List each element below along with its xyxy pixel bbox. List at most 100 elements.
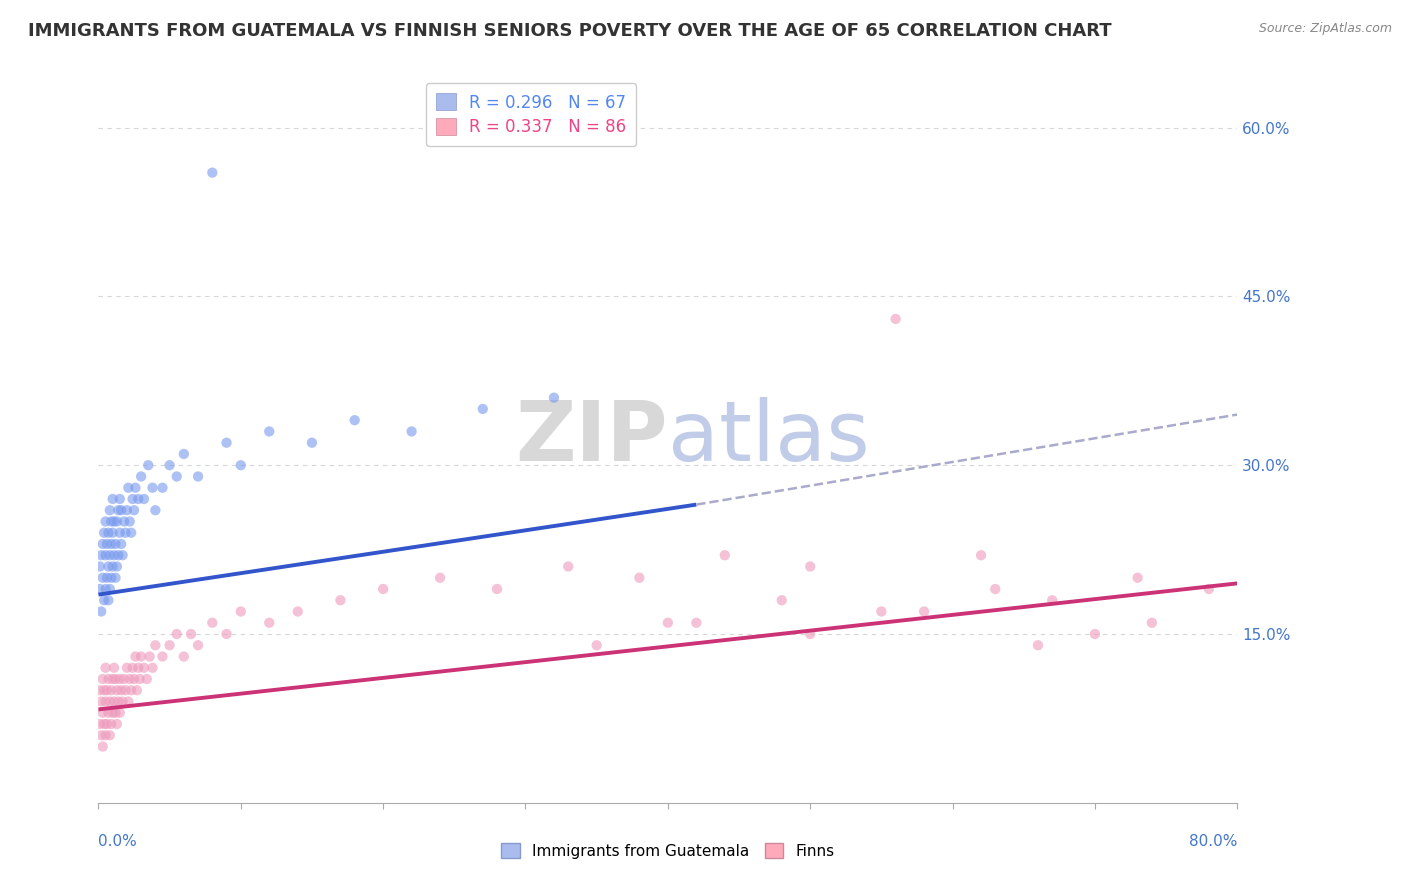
Point [100,683,122,698]
Point [259,425,281,439]
Point [93,525,115,540]
Point [89,717,111,731]
Point [96,683,118,698]
Point [159,458,181,473]
Point [103,661,125,675]
Point [201,615,224,630]
Point [112,515,135,529]
Point [1198,582,1220,596]
Point [884,312,907,326]
Point [98,728,121,742]
Point [714,548,737,562]
Point [103,515,125,529]
Point [770,593,793,607]
Point [107,503,129,517]
Point [105,515,128,529]
Point [471,401,494,416]
Point [543,391,565,405]
Point [329,593,352,607]
Point [96,717,118,731]
Point [90,728,112,742]
Point [96,537,118,551]
Point [870,605,893,619]
Point [1040,593,1063,607]
Point [129,469,152,483]
Point [118,515,141,529]
Point [94,548,117,562]
Point [94,694,117,708]
Point [97,559,120,574]
Point [557,559,579,574]
Point [103,548,125,562]
Point [91,672,114,686]
Point [187,638,209,652]
Point [118,672,141,686]
Point [93,683,115,698]
Point [628,571,651,585]
Point [91,739,114,754]
Point [104,672,127,686]
Point [100,515,122,529]
Point [108,491,131,506]
Point [215,435,238,450]
Point [101,525,124,540]
Point [132,661,155,675]
Point [1140,615,1163,630]
Point [128,672,150,686]
Point [121,661,143,675]
Point [91,706,114,720]
Point [107,694,129,708]
Point [127,661,149,675]
Point [97,593,120,607]
Point [90,605,112,619]
Point [187,469,209,483]
Point [112,672,135,686]
Point [166,627,188,641]
Point [93,593,115,607]
Point [125,683,148,698]
Point [94,661,117,675]
Point [401,425,423,439]
Point [912,605,935,619]
Point [799,627,821,641]
Point [1084,627,1107,641]
Point [108,672,131,686]
Point [259,615,281,630]
Point [585,638,607,652]
Point [90,694,112,708]
Point [94,515,117,529]
Point [229,458,252,473]
Text: IMMIGRANTS FROM GUATEMALA VS FINNISH SENIORS POVERTY OVER THE AGE OF 65 CORRELAT: IMMIGRANTS FROM GUATEMALA VS FINNISH SEN… [28,22,1112,40]
Text: 80.0%: 80.0% [1189,834,1237,849]
Point [114,683,136,698]
Point [101,706,124,720]
Point [110,537,132,551]
Point [93,717,115,731]
Point [97,672,120,686]
Point [685,615,707,630]
Point [107,548,129,562]
Point [94,582,117,596]
Point [100,717,122,731]
Point [117,481,139,495]
Point [984,582,1007,596]
Point [141,481,163,495]
Point [152,649,174,664]
Point [1126,571,1149,585]
Point [121,491,143,506]
Point [486,582,509,596]
Point [159,638,181,652]
Point [91,537,114,551]
Point [111,548,134,562]
Point [98,503,121,517]
Text: atlas: atlas [668,397,869,477]
Point [124,481,146,495]
Point [104,571,127,585]
Point [89,582,111,596]
Point [108,525,131,540]
Point [129,649,152,664]
Point [110,503,132,517]
Point [124,649,146,664]
Point [122,672,145,686]
Point [120,683,142,698]
